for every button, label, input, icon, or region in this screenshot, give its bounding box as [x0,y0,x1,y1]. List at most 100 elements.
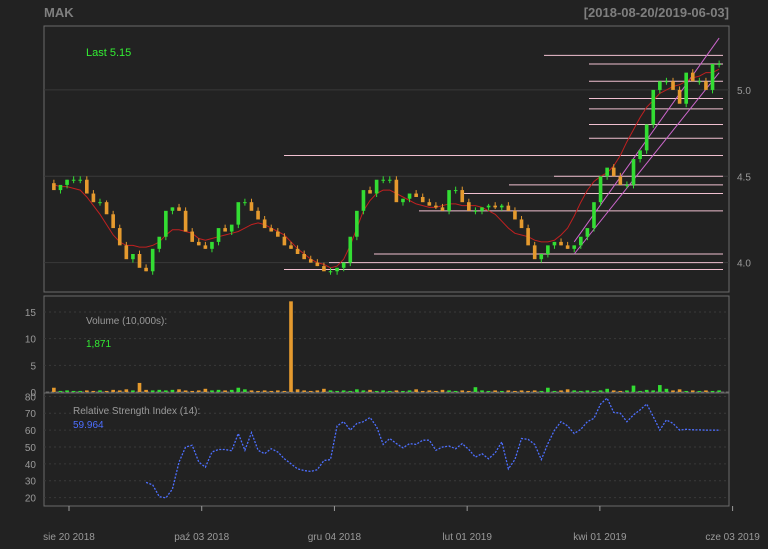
candle-body [144,267,148,272]
candle-body [546,245,550,254]
candle-body [460,190,465,203]
volume-bar [704,390,708,392]
volume-bar [480,390,484,392]
volume-bar [447,390,451,392]
candle-body [348,236,353,263]
rsi-ytick-label: 40 [25,460,37,471]
volume-bar [98,390,102,392]
volume-bar [131,390,135,392]
volume-bar [91,390,96,392]
candle-body [671,81,675,90]
volume-bar [348,390,353,392]
volume-bar [150,390,155,392]
volume-bar [625,390,629,392]
volume-bar [519,390,524,392]
price-ytick-label: 4.0 [737,259,751,270]
candle-body [335,267,339,272]
candle-body [341,262,346,268]
volume-bar [427,390,432,392]
volume-bar [52,387,56,392]
candle-body [137,254,142,268]
candle-body [71,179,76,181]
volume-bar [157,389,162,392]
volume-bar [289,301,293,392]
volume-bar [440,389,445,392]
volume-bar [282,390,287,392]
volume-bar [308,390,313,392]
volume-bar [256,390,260,392]
candle-body [618,176,623,185]
candle-body [572,245,577,249]
volume-ytick-label: 10 [25,335,37,346]
candle-body [513,210,517,220]
candle-body [704,81,708,90]
volume-bar [513,390,517,392]
candle-body [638,150,642,159]
candle-body [124,245,129,260]
x-axis-tick-label: paź 03 2018 [174,532,229,543]
candle-body [585,228,590,237]
price-ytick-label: 5.0 [737,86,751,97]
candle-body [631,159,636,185]
candle-body [183,210,188,232]
volume-bar [664,388,669,392]
rsi-ytick-label: 30 [25,477,37,488]
candle-body [644,124,649,151]
volume-bar [355,389,359,392]
x-axis-tick-label: gru 04 2018 [308,532,362,543]
volume-bar [223,390,227,392]
candle-body [170,207,175,211]
candle-body [58,184,63,191]
volume-bar [578,390,583,392]
volume-bar [368,389,372,392]
volume-bar [618,390,623,392]
volume-bar [322,388,326,392]
volume-bar [460,390,465,392]
candle-body [394,179,399,203]
candle-body [664,81,669,83]
candle-body [177,207,181,211]
candle-body [216,228,221,242]
volume-bar [697,390,702,392]
volume-ytick-label: 0 [30,388,36,399]
candle-body [519,219,524,229]
volume-bar [71,390,76,392]
candle-body [697,81,702,83]
volume-bar [486,390,491,392]
candle-body [355,210,359,237]
volume-bar [499,390,504,392]
candle-body [78,179,83,181]
candle-body [420,197,425,203]
candle-body [322,266,326,272]
volume-bar [236,387,241,392]
volume-bar [341,390,346,392]
volume-bar [335,390,339,392]
volume-bar [216,389,221,392]
volume-bar [78,390,83,392]
candle-body [506,205,511,211]
volume-bar [374,390,379,392]
volume-label: Volume (10,000s): [86,316,167,327]
candle-body [308,259,313,263]
x-axis-tick-label: cze 03 2019 [705,532,760,543]
chart-symbol: MAK [44,5,74,20]
volume-bar [532,390,537,392]
candle-body [473,210,478,212]
rsi-value: 59.964 [73,420,104,431]
volume-bar [85,390,89,392]
volume-bar [315,390,320,392]
volume-ytick-label: 15 [25,308,37,319]
volume-bar [453,390,458,392]
x-axis-tick-label: sie 20 2018 [43,532,95,543]
candle-body [210,241,214,249]
volume-bar [144,389,148,392]
candle-body [684,72,688,104]
volume-bar [262,390,267,392]
candle-body [164,210,168,237]
volume-bar [104,390,109,392]
volume-bar [414,389,418,392]
rsi-line [145,397,720,499]
volume-bar [229,389,234,392]
candle-body [467,202,471,211]
candle-body [434,205,438,208]
